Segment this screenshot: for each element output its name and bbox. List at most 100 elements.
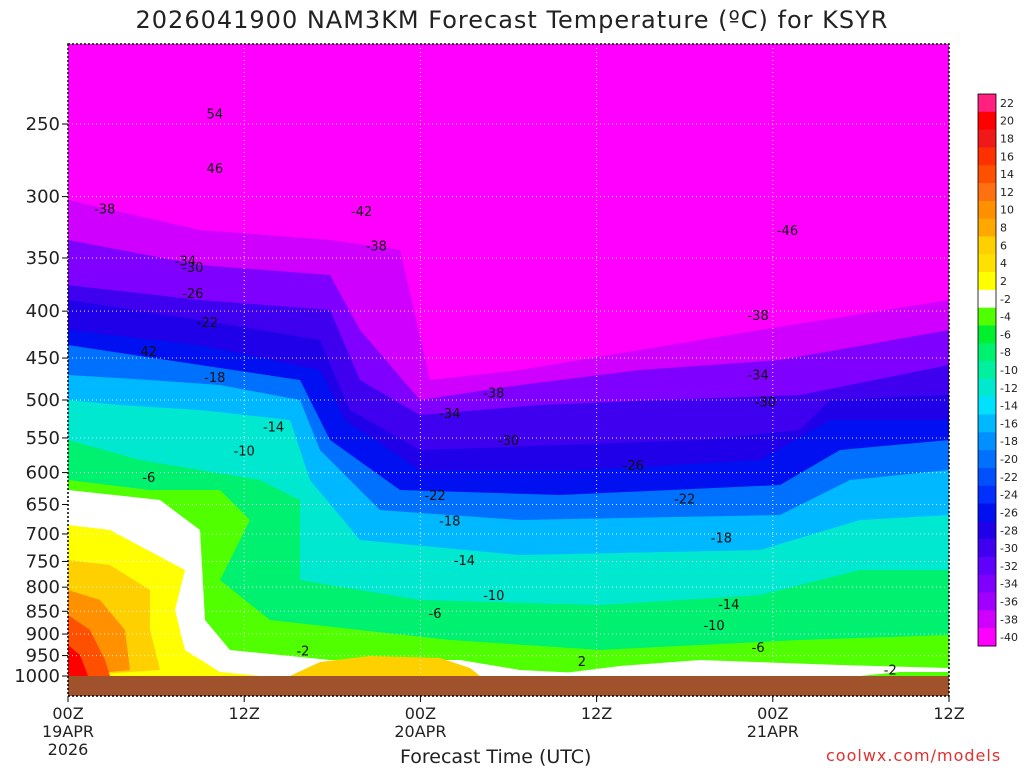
- contour-label: -30: [182, 261, 203, 276]
- colorbar-label: 2: [1000, 275, 1007, 288]
- colorbar-label: 20: [1000, 115, 1014, 128]
- colorbar-swatch: [978, 94, 996, 113]
- contour-label: -22: [424, 489, 445, 504]
- y-tick-label: 500: [26, 390, 60, 411]
- contour-label: -38: [747, 309, 768, 324]
- y-tick-label: 950: [26, 646, 60, 667]
- contour-label: -10: [234, 444, 255, 459]
- colorbar-label: -30: [1000, 542, 1018, 555]
- contour-label: -38: [483, 387, 504, 402]
- colorbar-label: -2: [1000, 293, 1011, 306]
- colorbar-label: -24: [1000, 489, 1018, 502]
- contour-label: -18: [204, 371, 225, 386]
- x-axis-label: Forecast Time (UTC): [400, 746, 592, 768]
- colorbar-label: -10: [1000, 364, 1018, 377]
- colorbar-swatch: [978, 183, 996, 202]
- colorbar-label: 22: [1000, 97, 1014, 110]
- plot-gridlines: [68, 44, 949, 676]
- colorbar-label: -40: [1000, 631, 1018, 644]
- colorbar-swatch: [978, 592, 996, 611]
- colorbar-label: -18: [1000, 435, 1018, 448]
- colorbar-swatch: [978, 467, 996, 487]
- contour-label: -38: [94, 203, 115, 218]
- colorbar-swatch: [978, 307, 996, 326]
- plot-frame: [67, 43, 950, 697]
- y-axis-ticks: 2503003504004505005506006507007508008509…: [14, 114, 68, 687]
- y-tick-label: 250: [26, 114, 60, 135]
- chart-title: 2026041900 NAM3KM Forecast Temperature (…: [135, 6, 889, 34]
- colorbar-label: 6: [1000, 239, 1007, 252]
- temperature-band: [860, 672, 949, 676]
- colorbar-label: -4: [1000, 311, 1011, 324]
- colorbar-swatch: [978, 272, 996, 291]
- colorbar-label: 10: [1000, 204, 1014, 217]
- colorbar-swatch: [978, 111, 996, 131]
- colorbar-swatch: [978, 628, 996, 647]
- temperature-band: [68, 645, 88, 676]
- contour-label: -18: [711, 532, 732, 547]
- contour-label: -2: [884, 663, 897, 678]
- y-tick-label: 450: [26, 348, 60, 369]
- colorbar-swatch: [978, 165, 996, 184]
- temperature-band: [290, 656, 480, 676]
- x-tick-date: 20APR: [394, 722, 446, 741]
- colorbar-swatch: [978, 361, 996, 380]
- colorbar-swatch: [978, 378, 996, 398]
- contour-label: -14: [718, 598, 739, 613]
- colorbar-swatch: [978, 200, 996, 220]
- contour-label: -6: [429, 607, 442, 622]
- contour-label: -18: [439, 514, 460, 529]
- ground-surface: [68, 676, 949, 696]
- x-tick-label: 00Z: [52, 704, 83, 723]
- colorbar-swatch: [978, 236, 996, 255]
- contour-label: 46: [207, 162, 224, 177]
- colorbar-swatch: [978, 521, 996, 540]
- colorbar-swatch: [978, 556, 996, 576]
- temperature-band: [540, 660, 949, 676]
- x-tick-label: 00Z: [757, 704, 788, 723]
- colorbar-label: -14: [1000, 400, 1018, 413]
- contour-label: -34: [747, 368, 768, 383]
- contour-label: -6: [752, 641, 765, 656]
- colorbar-swatch: [978, 432, 996, 451]
- contour-label: -22: [674, 493, 695, 508]
- y-tick-label: 350: [26, 248, 60, 269]
- colorbar-swatch: [978, 503, 996, 522]
- contour-label: -26: [182, 287, 203, 302]
- colorbar-swatch: [978, 610, 996, 629]
- contour-label: -30: [498, 434, 519, 449]
- contour-label: -46: [777, 224, 798, 239]
- y-tick-label: 850: [26, 601, 60, 622]
- colorbar-label: -12: [1000, 382, 1018, 395]
- contour-label: -10: [703, 619, 724, 634]
- y-tick-label: 550: [26, 428, 60, 449]
- contour-label: 42: [140, 345, 157, 360]
- contour-label: -14: [454, 554, 475, 569]
- contour-label: -34: [175, 254, 196, 269]
- colorbar: 22 20 18 16 14 12 10 8 6 4 2 -2 -4 -6 -8 -10 -12 -14 -16 -1…: [977, 93, 1018, 647]
- contour-label: -26: [623, 459, 644, 474]
- colorbar-swatch: [978, 574, 996, 594]
- x-tick-date: 19APR: [42, 722, 94, 741]
- contour-label: -42: [351, 205, 372, 220]
- colorbar-swatch: [978, 396, 996, 416]
- contour-label: -2: [296, 644, 309, 659]
- contour-label: -34: [439, 407, 460, 422]
- contour-label: -38: [366, 239, 387, 254]
- colorbar-label: -20: [1000, 453, 1018, 466]
- colorbar-label: -22: [1000, 471, 1018, 484]
- contour-label: -14: [263, 421, 284, 436]
- colorbar-frame: [977, 93, 997, 647]
- colorbar-swatch: [978, 147, 996, 166]
- contour-label: -6: [142, 471, 155, 486]
- temperature-field: [68, 44, 949, 676]
- x-tick-label: 12Z: [229, 704, 260, 723]
- contour-label: 54: [207, 107, 224, 122]
- colorbar-swatch: [978, 539, 996, 558]
- colorbar-label: -8: [1000, 346, 1011, 359]
- y-tick-label: 750: [26, 551, 60, 572]
- colorbar-label: 14: [1000, 168, 1014, 181]
- colorbar-swatch: [978, 343, 996, 362]
